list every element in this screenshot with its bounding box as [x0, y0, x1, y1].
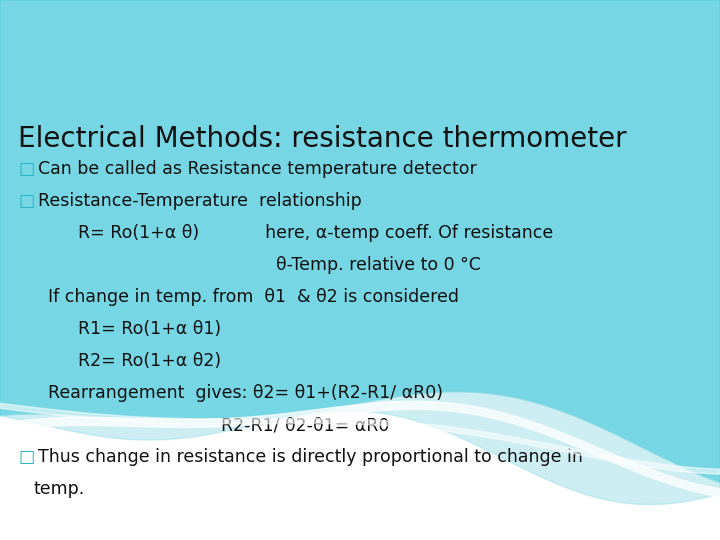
Text: R= Ro(1+α θ)            here, α-temp coeff. Of resistance: R= Ro(1+α θ) here, α-temp coeff. Of resi… [78, 224, 553, 242]
Text: □: □ [18, 192, 35, 210]
Text: Electrical Methods: resistance thermometer: Electrical Methods: resistance thermomet… [18, 125, 626, 153]
Text: R1= Ro(1+α θ1): R1= Ro(1+α θ1) [78, 320, 221, 338]
Text: Rearrangement  gives: θ2= θ1+(R2-R1/ αR0): Rearrangement gives: θ2= θ1+(R2-R1/ αR0) [48, 384, 443, 402]
Text: temp.: temp. [33, 480, 84, 498]
Text: □: □ [18, 160, 35, 178]
Text: If change in temp. from  θ1  & θ2 is considered: If change in temp. from θ1 & θ2 is consi… [48, 288, 459, 306]
Text: □: □ [18, 448, 35, 466]
Text: Thus change in resistance is directly proportional to change in: Thus change in resistance is directly pr… [38, 448, 583, 466]
Text: R2-R1/ θ2-θ1= αR0: R2-R1/ θ2-θ1= αR0 [78, 416, 390, 434]
Text: Can be called as Resistance temperature detector: Can be called as Resistance temperature … [38, 160, 477, 178]
Text: θ-Temp. relative to 0 °C: θ-Temp. relative to 0 °C [78, 256, 481, 274]
Text: Resistance-Temperature  relationship: Resistance-Temperature relationship [38, 192, 361, 210]
Text: R2= Ro(1+α θ2): R2= Ro(1+α θ2) [78, 352, 221, 370]
